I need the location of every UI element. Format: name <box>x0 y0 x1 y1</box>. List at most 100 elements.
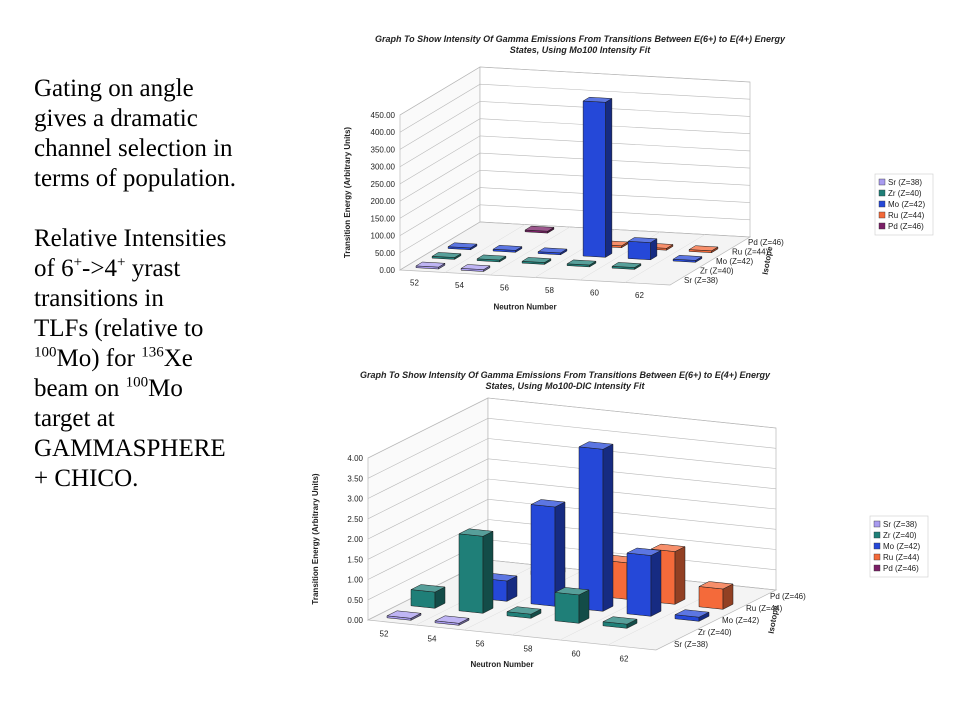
bar-top-face <box>530 499 566 508</box>
y-tick-label: 3.00 <box>347 495 363 504</box>
legend-swatch <box>878 211 886 219</box>
bar-top-face <box>434 615 470 624</box>
y-axis-label: Transition Energy (Arbitrary Units) <box>311 473 320 604</box>
bar-top-face <box>458 528 494 537</box>
gridline <box>399 169 751 219</box>
y-tick-label: 450.00 <box>371 111 396 120</box>
bar-top-face <box>447 242 478 249</box>
text-line: beam on 100Mo <box>34 374 183 402</box>
bar-mo-56 <box>537 247 568 256</box>
bar-top-face <box>566 259 597 266</box>
z-tick-label: Pd (Z=46) <box>770 592 806 601</box>
z-tick-label: Mo (Z=42) <box>722 616 759 625</box>
text-line: of 6+->4+ yrast <box>34 254 181 282</box>
legend-entry: Ru (Z=44) <box>883 553 920 562</box>
y-tick-label: 0.00 <box>347 616 363 625</box>
back-wall <box>479 66 751 238</box>
y-tick-label: 1.00 <box>347 576 363 585</box>
bar-top-face <box>582 96 613 103</box>
bar-side-face <box>482 530 494 614</box>
legend-swatch <box>873 542 881 550</box>
gridline <box>367 498 777 560</box>
bar-side-face <box>674 546 686 605</box>
z-tick-label: Sr (Z=38) <box>674 640 708 649</box>
bar-mo-62 <box>672 255 703 263</box>
legend-entry: Pd (Z=46) <box>888 222 924 231</box>
x-axis-label: Neutron Number <box>470 660 533 669</box>
text-line: GAMMASPHERE <box>34 435 226 462</box>
bar-zr-56 <box>521 257 552 265</box>
bar-sr-54 <box>434 615 470 626</box>
bar-top-face <box>611 262 642 268</box>
text-line: Gating on angle <box>34 75 194 102</box>
bar-zr-58 <box>566 259 597 268</box>
bar-sr-54 <box>460 264 491 272</box>
bar-pd-54 <box>524 225 555 234</box>
bar-mo-54 <box>492 245 523 253</box>
bar-front-face <box>458 533 484 614</box>
legend-swatch <box>878 200 886 208</box>
y-tick-label: 0.00 <box>379 266 395 275</box>
chart-mo100-fit: Graph To Show Intensity Of Gamma Emissio… <box>343 34 934 312</box>
gridline <box>367 519 777 580</box>
gridline <box>367 417 777 479</box>
z-tick-label: Zr (Z=40) <box>700 267 734 276</box>
gridline <box>399 135 751 185</box>
legend-entry: Ru (Z=44) <box>888 211 925 220</box>
bar-front-face <box>626 552 652 617</box>
bar-top-face <box>674 609 710 618</box>
bar-zr-52 <box>431 252 462 260</box>
bar-front-face <box>410 589 436 609</box>
y-tick-label: 2.00 <box>347 535 363 544</box>
bar-mo-58 <box>582 96 613 258</box>
bar-front-face <box>530 504 556 607</box>
bar-top-face <box>524 225 555 232</box>
gridline <box>399 152 751 202</box>
text-line: gives a dramatic <box>34 105 198 132</box>
bar-top-face <box>415 261 446 268</box>
legend-entry: Sr (Z=38) <box>888 178 922 187</box>
y-tick-label: 250.00 <box>371 180 396 189</box>
z-tick-label: Ru (Z=44) <box>746 604 783 613</box>
bar-top-face <box>602 616 638 625</box>
bar-zr-54 <box>476 254 507 263</box>
gridline <box>399 101 751 150</box>
bar-front-face <box>698 586 724 610</box>
y-tick-label: 50.00 <box>375 249 396 258</box>
gridline <box>399 118 751 167</box>
bar-front-face <box>627 241 651 261</box>
y-tick-label: 350.00 <box>371 145 396 154</box>
bar-top-face <box>431 252 462 258</box>
legend-entry: Zr (Z=40) <box>883 531 917 540</box>
chart-title-line: Graph To Show Intensity Of Gamma Emissio… <box>360 370 771 380</box>
bar-front-face <box>582 100 606 258</box>
chart-title-line: States, Using Mo100 Intensity Fit <box>510 45 652 55</box>
text-line: channel selection in <box>34 135 233 162</box>
bar-zr-60 <box>611 262 642 270</box>
bar-side-face <box>602 443 614 612</box>
text-line: target at <box>34 405 115 432</box>
text-line: terms of population. <box>34 165 237 192</box>
x-tick-label: 62 <box>620 655 629 664</box>
z-tick-label: Sr (Z=38) <box>684 276 718 285</box>
legend-entry: Mo (Z=42) <box>883 542 920 551</box>
bar-top-face <box>578 441 614 450</box>
x-tick-label: 56 <box>476 640 485 649</box>
text-line: + CHICO. <box>34 465 139 492</box>
y-tick-label: 150.00 <box>371 214 396 223</box>
bar-zr-54 <box>458 528 494 614</box>
bar-zr-58 <box>554 587 590 624</box>
x-tick-label: 54 <box>455 281 464 290</box>
y-tick-label: 1.50 <box>347 555 363 564</box>
x-tick-label: 56 <box>500 283 509 292</box>
text-line: 100Mo) for 136Xe <box>34 344 193 372</box>
bar-top-face <box>626 547 662 556</box>
z-tick-label: Ru (Z=44) <box>732 247 769 256</box>
y-tick-label: 4.00 <box>347 454 363 463</box>
bar-top-face <box>698 581 734 590</box>
y-tick-label: 200.00 <box>371 197 396 206</box>
text-line: TLFs (relative to <box>34 315 204 342</box>
x-tick-label: 54 <box>428 635 437 644</box>
y-tick-label: 300.00 <box>371 163 396 172</box>
bar-zr-52 <box>410 584 446 609</box>
